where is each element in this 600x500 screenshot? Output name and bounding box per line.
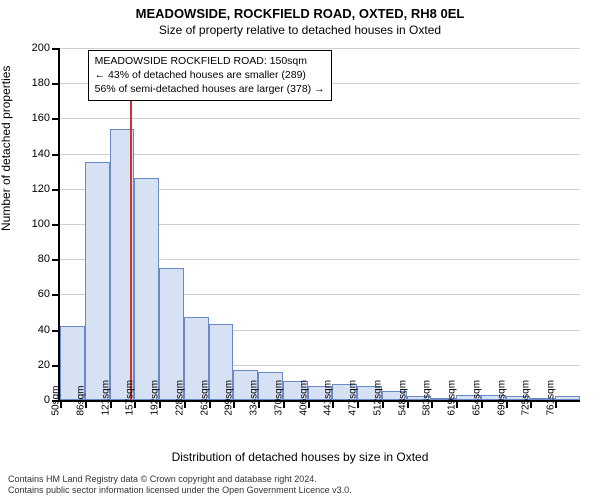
info-line-3: 56% of semi-detached houses are larger (… — [95, 82, 325, 96]
y-tick-label: 40 — [20, 324, 50, 336]
y-tick-label: 100 — [20, 218, 50, 230]
y-tick — [52, 154, 58, 156]
footer-line-1: Contains HM Land Registry data © Crown c… — [8, 474, 352, 485]
info-box: MEADOWSIDE ROCKFIELD ROAD: 150sqm ← 43% … — [88, 50, 332, 101]
y-tick — [52, 259, 58, 261]
gridline — [60, 118, 580, 119]
y-tick — [52, 365, 58, 367]
y-axis-title: Number of detached properties — [0, 66, 13, 231]
x-axis-title: Distribution of detached houses by size … — [0, 450, 600, 464]
y-tick-label: 60 — [20, 288, 50, 300]
y-tick — [52, 294, 58, 296]
histogram-bar — [134, 178, 159, 400]
y-tick — [52, 224, 58, 226]
y-tick-label: 120 — [20, 183, 50, 195]
histogram-bar — [555, 396, 580, 400]
y-tick-label: 140 — [20, 148, 50, 160]
y-tick — [52, 83, 58, 85]
footer-text: Contains HM Land Registry data © Crown c… — [8, 474, 352, 497]
y-tick-label: 180 — [20, 77, 50, 89]
y-tick-label: 20 — [20, 359, 50, 371]
y-tick-label: 80 — [20, 253, 50, 265]
footer-line-2: Contains public sector information licen… — [8, 485, 352, 496]
y-tick — [52, 118, 58, 120]
info-line-1: MEADOWSIDE ROCKFIELD ROAD: 150sqm — [95, 54, 325, 68]
chart-title: MEADOWSIDE, ROCKFIELD ROAD, OXTED, RH8 0… — [0, 0, 600, 21]
y-tick — [52, 330, 58, 332]
gridline — [60, 154, 580, 155]
y-tick — [52, 48, 58, 50]
chart-subtitle: Size of property relative to detached ho… — [0, 21, 600, 37]
plot-area: MEADOWSIDE ROCKFIELD ROAD: 150sqm ← 43% … — [58, 48, 580, 402]
property-marker-line — [130, 94, 132, 400]
y-tick-label: 200 — [20, 42, 50, 54]
histogram-bar — [85, 162, 110, 400]
y-tick-label: 160 — [20, 112, 50, 124]
info-line-2: ← 43% of detached houses are smaller (28… — [95, 68, 325, 82]
chart-container: MEADOWSIDE, ROCKFIELD ROAD, OXTED, RH8 0… — [0, 0, 600, 500]
gridline — [60, 48, 580, 49]
y-tick — [52, 189, 58, 191]
y-tick-label: 0 — [20, 394, 50, 406]
